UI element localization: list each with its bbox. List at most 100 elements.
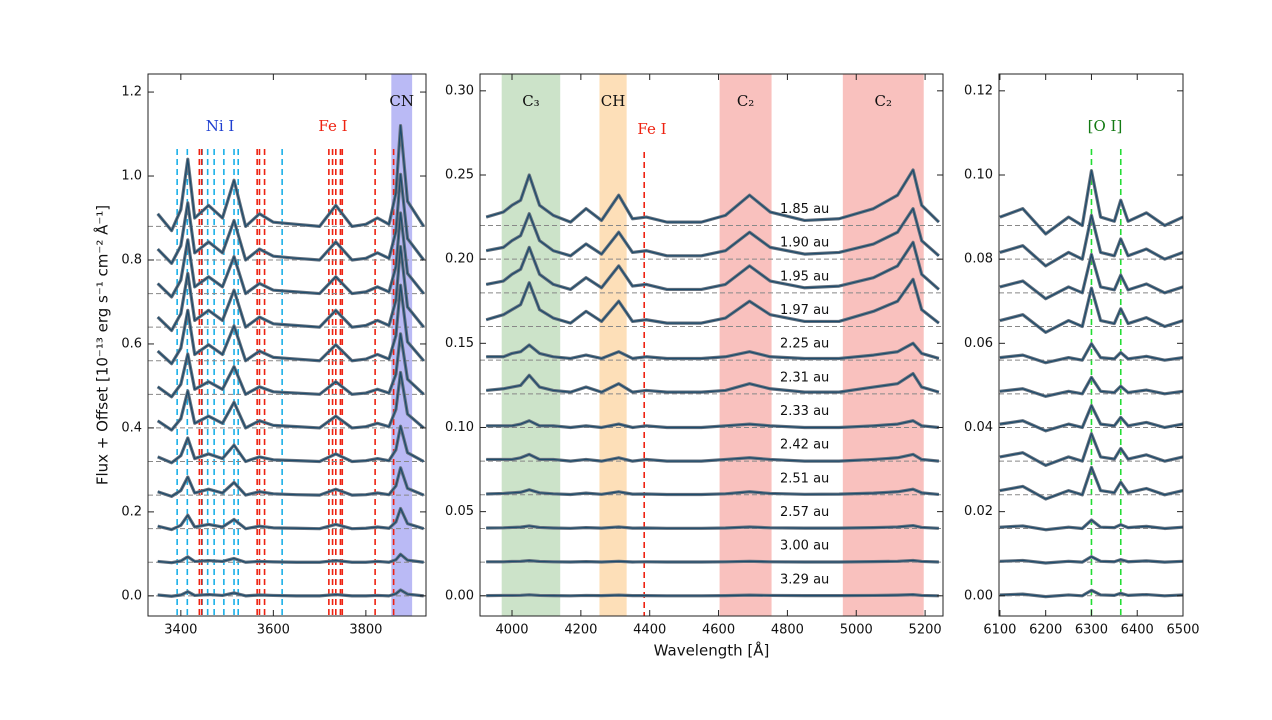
band-label: CN	[389, 92, 414, 110]
spectrum-core	[486, 420, 939, 429]
x-tick-label: 3400	[164, 623, 197, 638]
spectrum-core	[157, 507, 424, 531]
spectrum-core	[999, 170, 1184, 235]
x-tick-label: 6300	[1075, 623, 1108, 638]
x-tick-label: 4000	[495, 623, 528, 638]
spectrum-core	[157, 425, 424, 464]
x-tick-label: 6500	[1166, 623, 1199, 638]
spectrum-core	[157, 245, 425, 332]
y-tick-label: 0.6	[121, 336, 142, 351]
panel: C₃ CH C₂ C₂ Fe I 1.85 au 1.90 au 1.95 au 1.97 au…	[445, 73, 944, 660]
spectrum-core	[157, 333, 425, 398]
x-tick-label: 6100	[983, 623, 1016, 638]
series-label: 2.51 au	[780, 471, 829, 486]
series-label: 1.90 au	[780, 236, 829, 251]
series-label: 3.00 au	[780, 539, 829, 554]
y-tick-label: 0.12	[964, 83, 993, 98]
x-tick-label: 5200	[909, 623, 942, 638]
series-label: 2.57 au	[780, 505, 829, 520]
band	[599, 74, 627, 616]
spectrum-core	[157, 212, 425, 298]
spectrum-core	[486, 525, 939, 529]
y-tick-label: 1.2	[121, 85, 142, 100]
spectrum-core	[486, 559, 939, 563]
y-tick-label: 1.0	[121, 169, 142, 184]
x-tick-label: 6200	[1029, 623, 1062, 638]
spectrum-core	[999, 589, 1184, 598]
x-tick-label: 4600	[702, 623, 735, 638]
y-tick-label: 0.15	[445, 336, 474, 351]
panel: [O I] 6100 6200 6300 6400 6500 0.00 0.02 0.04 0.0…	[964, 73, 1200, 638]
spectrum-core	[999, 253, 1184, 300]
y-axis-title: Flux + Offset [10⁻¹³ erg s⁻¹ cm⁻² Å⁻¹]	[93, 205, 112, 485]
x-tick-label: 4800	[771, 623, 804, 638]
spectrum-core	[999, 466, 1184, 500]
spectrum-core	[486, 373, 940, 393]
x-tick-label: 3800	[349, 623, 382, 638]
spectrum-core	[999, 376, 1184, 397]
spectrum-core	[999, 343, 1184, 364]
band-label: C₂	[875, 92, 893, 110]
spectrum-core	[157, 589, 424, 597]
spectrum-core	[157, 284, 425, 365]
spectrum-core	[999, 287, 1184, 333]
y-tick-label: 0.00	[445, 588, 474, 603]
line-label: Fe I	[637, 120, 666, 138]
series-label: 2.42 au	[780, 438, 829, 453]
spectrum-core	[486, 594, 939, 597]
spectrum-core	[486, 241, 940, 291]
spectrum-core	[157, 553, 424, 564]
series-label: 1.95 au	[780, 269, 829, 284]
y-tick-label: 0.00	[964, 588, 993, 603]
spectrum-core	[157, 125, 425, 232]
plot-frame	[147, 73, 427, 617]
y-tick-label: 0.0	[121, 588, 142, 603]
y-tick-label: 0.04	[964, 420, 993, 435]
spectrum-core	[999, 519, 1184, 531]
y-tick-label: 0.25	[445, 167, 474, 182]
y-tick-label: 0.10	[964, 167, 993, 182]
spectrum-core	[999, 214, 1184, 267]
spectrum-core	[486, 453, 939, 462]
y-tick-label: 0.30	[445, 83, 474, 98]
series-label: 1.97 au	[780, 303, 829, 318]
y-tick-label: 0.08	[964, 252, 993, 267]
line-label: Ni I	[206, 117, 235, 135]
series-label: 3.29 au	[780, 572, 829, 587]
y-tick-label: 0.02	[964, 504, 993, 519]
spectrum-core	[157, 173, 425, 264]
spectrum-core	[157, 371, 425, 431]
series-label: 2.25 au	[780, 337, 829, 352]
panel: CN Ni I Fe I 3400 3600 3800 0.0 0.2 0.4 0.6 0.8 1.0…	[93, 73, 427, 638]
series-label: 2.33 au	[780, 404, 829, 419]
band-label: CH	[601, 92, 626, 110]
series-label: 2.31 au	[780, 370, 829, 385]
spectrum-core	[486, 488, 939, 496]
x-tick-label: 5000	[840, 623, 873, 638]
x-tick-label: 4200	[564, 623, 597, 638]
spectrum-core	[486, 208, 940, 257]
x-axis-title: Wavelength [Å]	[654, 641, 770, 660]
spectrum-core	[486, 278, 940, 324]
spectrum-core	[999, 405, 1184, 432]
y-tick-label: 0.4	[121, 420, 142, 435]
line-label: [O I]	[1088, 117, 1123, 135]
plot-frame	[479, 73, 944, 617]
band	[719, 74, 772, 616]
band-label: C₂	[737, 92, 755, 110]
x-tick-label: 6400	[1121, 623, 1154, 638]
y-tick-label: 0.2	[121, 504, 142, 519]
spectrum-core	[999, 433, 1184, 466]
y-tick-label: 0.8	[121, 252, 142, 267]
spectrum-core	[157, 467, 424, 497]
line-label: Fe I	[318, 117, 347, 135]
x-tick-label: 4400	[633, 623, 666, 638]
band-label: C₃	[522, 92, 540, 110]
spectrum-core	[486, 169, 940, 223]
y-tick-label: 0.10	[445, 420, 474, 435]
spectrum-core	[486, 342, 940, 360]
series-label: 1.85 au	[780, 202, 829, 217]
y-tick-label: 0.05	[445, 504, 474, 519]
y-tick-label: 0.20	[445, 252, 474, 267]
